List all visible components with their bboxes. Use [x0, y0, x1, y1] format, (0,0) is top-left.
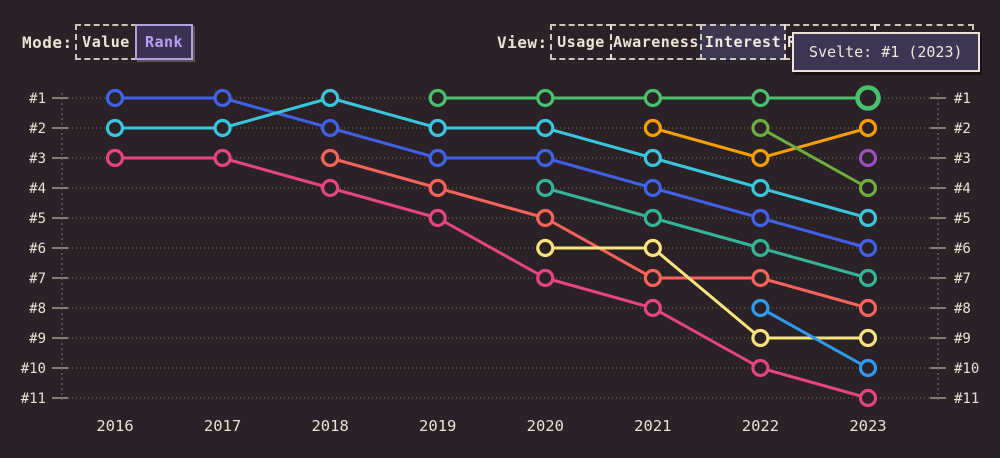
marker-series-cyan-2022[interactable]	[751, 178, 770, 198]
marker-Svelte-2020[interactable]	[536, 88, 555, 108]
marker-series-pink-2020[interactable]	[536, 268, 555, 288]
marker-series-cyan-2023[interactable]	[858, 208, 878, 228]
view-label: View:	[497, 33, 548, 52]
marker-series-teal-2022[interactable]	[751, 238, 770, 258]
marker-series-olive-2023[interactable]	[858, 178, 878, 198]
marker-Svelte-2021[interactable]	[643, 88, 662, 108]
y-axis-label-right: #5	[954, 211, 971, 227]
view-interest-button[interactable]: Interest	[700, 24, 786, 60]
marker-series-orange-2022[interactable]	[751, 148, 770, 168]
y-axis-label-right: #9	[954, 331, 971, 347]
marker-series-lightblue-2022[interactable]	[751, 298, 770, 318]
marker-series-blue-2023[interactable]	[858, 238, 878, 258]
marker-series-blue-2022[interactable]	[751, 208, 770, 228]
line-series-salmon	[328, 156, 870, 310]
marker-series-salmon-2019[interactable]	[428, 178, 447, 198]
marker-series-cyan-2017[interactable]	[213, 118, 232, 138]
x-axis-label-2023: 2023	[849, 417, 886, 435]
y-axis-label-right: #1	[954, 91, 971, 107]
marker-series-pink-2019[interactable]	[428, 208, 447, 228]
marker-series-salmon-2021[interactable]	[643, 268, 662, 288]
marker-series-teal-2020[interactable]	[536, 178, 555, 198]
marker-series-purple-2023[interactable]	[858, 148, 878, 168]
marker-series-pink-2021[interactable]	[643, 298, 662, 318]
marker-series-salmon-2018[interactable]	[321, 148, 340, 168]
y-axis-label-left: #10	[21, 361, 46, 377]
marker-series-olive-2022[interactable]	[751, 118, 770, 138]
marker-series-salmon-2020[interactable]	[536, 208, 555, 228]
y-axis-label-right: #7	[954, 271, 971, 287]
marker-series-pink-2016[interactable]	[105, 148, 125, 168]
x-axis-label-2019: 2019	[419, 417, 456, 435]
y-axis-label-left: #2	[29, 121, 46, 137]
x-axis-label-2018: 2018	[311, 417, 348, 435]
x-axis-label-2017: 2017	[204, 417, 241, 435]
marker-series-pink-2017[interactable]	[213, 148, 232, 168]
y-axis-label-left: #8	[29, 301, 46, 317]
x-axis-label-2020: 2020	[527, 417, 564, 435]
line-series-olive	[758, 126, 870, 190]
marker-series-blue-2021[interactable]	[643, 178, 662, 198]
marker-series-blue-2020[interactable]	[536, 148, 555, 168]
mode-label: Mode:	[22, 33, 73, 52]
marker-series-salmon-2022[interactable]	[751, 268, 770, 288]
y-axis-label-right: #2	[954, 121, 971, 137]
mode-toggle-group: Value Rank	[75, 24, 193, 60]
y-axis-label-left: #9	[29, 331, 46, 347]
chart-tooltip: Svelte: #1 (2023)	[792, 32, 980, 72]
line-series-blue	[113, 96, 870, 250]
marker-Svelte-2023[interactable]	[855, 85, 881, 111]
marker-series-pink-2023[interactable]	[858, 388, 878, 408]
marker-series-yellow-2022[interactable]	[751, 328, 770, 348]
marker-series-cyan-2018[interactable]	[321, 88, 340, 108]
x-axis-label-2021: 2021	[634, 417, 671, 435]
y-axis-label-right: #6	[954, 241, 971, 257]
y-axis-label-left: #5	[29, 211, 46, 227]
marker-series-orange-2021[interactable]	[643, 118, 662, 138]
marker-series-pink-2022[interactable]	[751, 358, 770, 378]
marker-series-cyan-2021[interactable]	[643, 148, 662, 168]
marker-Svelte-2022[interactable]	[751, 88, 770, 108]
mode-rank-button[interactable]: Rank	[135, 24, 193, 60]
y-axis-label-right: #8	[954, 301, 971, 317]
marker-series-blue-2019[interactable]	[428, 148, 447, 168]
marker-series-teal-2021[interactable]	[643, 208, 662, 228]
y-axis-label-right: #11	[954, 391, 979, 407]
y-axis-label-right: #4	[954, 181, 971, 197]
marker-series-salmon-2023[interactable]	[858, 298, 878, 318]
y-axis-label-left: #7	[29, 271, 46, 287]
x-axis-label-2016: 2016	[96, 417, 133, 435]
marker-Svelte-2019[interactable]	[428, 88, 447, 108]
marker-series-pink-2018[interactable]	[321, 178, 340, 198]
marker-series-lightblue-2023[interactable]	[858, 358, 878, 378]
marker-series-blue-2016[interactable]	[105, 88, 125, 108]
marker-series-cyan-2019[interactable]	[428, 118, 447, 138]
y-axis-label-left: #1	[29, 91, 46, 107]
marker-series-blue-2017[interactable]	[213, 88, 232, 108]
marker-series-cyan-2016[interactable]	[105, 118, 125, 138]
x-axis-label-2022: 2022	[742, 417, 779, 435]
view-awareness-button[interactable]: Awareness	[610, 24, 702, 60]
line-series-teal	[543, 186, 870, 280]
y-axis-label-left: #3	[29, 151, 46, 167]
marker-series-yellow-2021[interactable]	[643, 238, 662, 258]
marker-series-orange-2023[interactable]	[858, 118, 878, 138]
y-axis-label-left: #4	[29, 181, 46, 197]
marker-series-yellow-2020[interactable]	[536, 238, 555, 258]
line-series-lightblue	[758, 306, 870, 370]
y-axis-label-left: #6	[29, 241, 46, 257]
line-series-cyan	[113, 96, 870, 220]
marker-series-cyan-2020[interactable]	[536, 118, 555, 138]
marker-series-blue-2018[interactable]	[321, 118, 340, 138]
line-series-pink	[113, 156, 870, 400]
marker-series-yellow-2023[interactable]	[858, 328, 878, 348]
view-usage-button[interactable]: Usage	[550, 24, 612, 60]
y-axis-label-right: #3	[954, 151, 971, 167]
marker-series-teal-2023[interactable]	[858, 268, 878, 288]
y-axis-label-left: #11	[21, 391, 46, 407]
y-axis-label-right: #10	[954, 361, 979, 377]
mode-value-button[interactable]: Value	[75, 24, 137, 60]
